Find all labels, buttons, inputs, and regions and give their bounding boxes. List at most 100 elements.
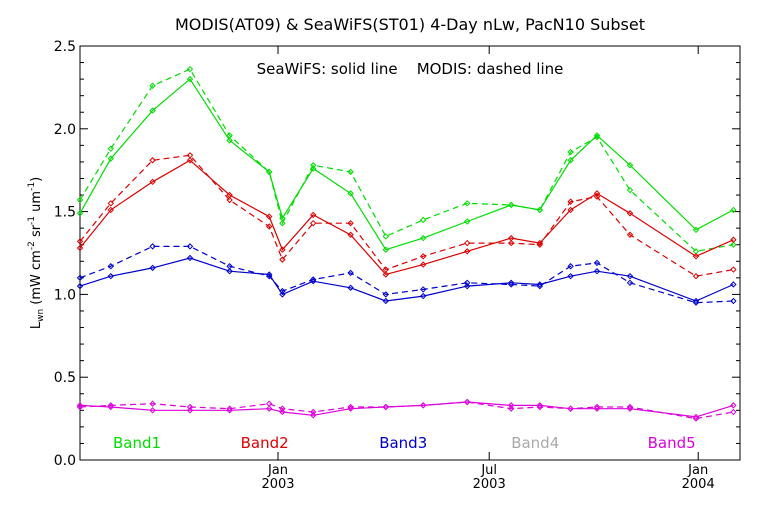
chart-title: MODIS(AT09) & SeaWiFS(ST01) 4-Day nLw, P…	[175, 15, 645, 34]
x-tick-year: 2004	[682, 477, 715, 492]
seawifs-point	[382, 297, 390, 305]
seawifs-point	[419, 234, 427, 242]
seawifs-point	[149, 107, 156, 114]
modis-point	[463, 239, 471, 247]
modis-point	[567, 263, 574, 270]
y-label-rest: (mW cm	[29, 250, 44, 309]
seawifs-point	[186, 157, 194, 164]
y-label-sub: wn	[36, 309, 46, 322]
seawifs-point	[593, 268, 601, 275]
seawifs-point	[419, 292, 427, 300]
modis-point	[382, 291, 390, 298]
modis-point	[419, 253, 427, 260]
series-band3	[76, 243, 737, 306]
modis-point	[347, 403, 354, 411]
modis-point	[347, 269, 354, 277]
modis-point	[107, 263, 115, 270]
seawifs-point	[536, 402, 544, 409]
modis-point	[279, 256, 286, 263]
seawifs-point	[226, 137, 233, 144]
modis-point	[226, 263, 233, 270]
legend: Band1 Band2 Band3 Band4 Band5	[113, 434, 696, 452]
modis-point	[149, 243, 156, 250]
legend-entry-band4: Band4	[511, 434, 559, 452]
modis-point	[107, 145, 115, 152]
modis-point	[567, 405, 574, 412]
modis-point	[419, 402, 427, 409]
modis-point	[107, 402, 115, 409]
modis-point	[76, 196, 84, 204]
seawifs-point	[626, 162, 634, 169]
seawifs-point	[149, 178, 156, 185]
seawifs-point	[730, 402, 737, 409]
seawifs-line-band3	[79, 257, 734, 302]
modis-point	[149, 82, 156, 89]
seawifs-point	[382, 271, 390, 278]
seawifs-point	[536, 281, 544, 288]
modis-point	[107, 200, 115, 207]
seawifs-line-band5	[79, 401, 734, 418]
y-label-mid2: um	[29, 191, 44, 216]
modis-point	[692, 415, 700, 422]
modis-point	[730, 297, 737, 305]
seawifs-point	[567, 272, 574, 280]
modis-point	[593, 403, 601, 411]
seawifs-point	[626, 210, 634, 217]
seawifs-point	[186, 254, 194, 262]
seawifs-point	[730, 281, 737, 288]
modis-point	[279, 219, 286, 227]
modis-line-band5	[79, 401, 734, 420]
series-band1	[76, 65, 737, 255]
modis-point	[265, 272, 273, 280]
modis-point	[593, 259, 601, 267]
modis-point	[347, 219, 354, 227]
modis-point	[507, 281, 515, 288]
modis-point	[76, 238, 84, 245]
x-tick-month: Jul	[480, 463, 497, 478]
modis-point	[309, 219, 317, 227]
modis-line-band1	[79, 68, 734, 252]
series-layer	[76, 65, 737, 422]
legend-entry-band3: Band3	[379, 434, 427, 452]
x-tick-month: Jan	[267, 463, 288, 478]
seawifs-point	[463, 218, 471, 225]
modis-point	[149, 400, 156, 407]
seawifs-point	[692, 413, 700, 421]
y-tick-label: 0.0	[54, 453, 76, 469]
legend-entry-band1: Band1	[113, 434, 161, 452]
plot-frame	[79, 45, 741, 461]
seawifs-point	[692, 226, 700, 234]
seawifs-point	[309, 211, 317, 219]
seawifs-point	[76, 282, 84, 290]
modis-line-band3	[79, 245, 734, 304]
seawifs-point	[265, 213, 273, 220]
seawifs-line-band2	[79, 159, 734, 276]
modis-point	[419, 286, 427, 293]
seawifs-point	[507, 402, 515, 409]
modis-point	[76, 274, 84, 282]
modis-point	[279, 405, 286, 412]
y-tick-label: 2.5	[54, 39, 76, 55]
seawifs-point	[309, 412, 317, 419]
x-tick-year: 2003	[473, 477, 506, 492]
legend-entry-band2: Band2	[241, 434, 289, 452]
modis-point	[382, 403, 390, 411]
seawifs-point	[626, 272, 634, 280]
modis-point	[279, 287, 286, 295]
modis-point	[536, 282, 544, 290]
modis-point	[626, 186, 634, 194]
modis-point	[186, 403, 194, 411]
seawifs-point	[593, 190, 601, 197]
seawifs-point	[382, 246, 390, 253]
seawifs-point	[347, 284, 354, 291]
modis-point	[536, 206, 544, 214]
modis-point	[226, 196, 233, 204]
modis-point	[186, 243, 194, 250]
modis-point	[309, 408, 317, 416]
seawifs-point	[279, 246, 286, 253]
seawifs-point	[567, 157, 574, 164]
seawifs-point	[149, 264, 156, 272]
modis-point	[186, 65, 194, 73]
y-tick-label: 1.5	[54, 205, 76, 221]
